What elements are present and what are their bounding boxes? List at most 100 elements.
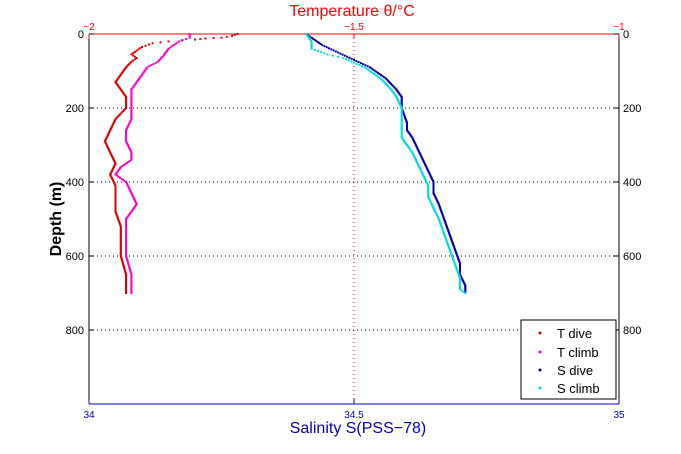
data-point bbox=[113, 119, 116, 122]
data-point bbox=[456, 256, 459, 259]
data-point bbox=[346, 55, 349, 58]
data-point bbox=[108, 130, 111, 133]
data-point bbox=[125, 253, 128, 256]
data-point bbox=[459, 277, 461, 280]
data-point bbox=[110, 175, 113, 178]
data-point bbox=[121, 165, 124, 168]
data-point bbox=[400, 99, 403, 102]
data-point bbox=[125, 226, 128, 229]
data-point bbox=[146, 66, 149, 69]
data-point bbox=[144, 44, 147, 47]
data-point bbox=[114, 206, 117, 209]
data-point bbox=[212, 37, 215, 40]
data-point bbox=[328, 47, 331, 50]
data-point bbox=[459, 284, 461, 287]
data-point bbox=[386, 79, 389, 82]
data-point bbox=[450, 237, 453, 240]
data-point bbox=[113, 183, 116, 186]
data-point bbox=[454, 263, 457, 266]
data-point bbox=[443, 235, 446, 238]
data-point bbox=[125, 234, 128, 237]
data-point bbox=[309, 38, 312, 41]
data-point bbox=[122, 70, 125, 73]
data-point bbox=[395, 88, 398, 91]
data-point bbox=[131, 86, 134, 89]
data-point bbox=[459, 272, 461, 275]
data-point bbox=[132, 52, 135, 55]
data-point bbox=[459, 271, 461, 274]
data-point bbox=[126, 261, 129, 264]
data-point bbox=[105, 136, 108, 139]
data-point bbox=[131, 208, 134, 211]
data-point bbox=[114, 186, 117, 189]
data-point bbox=[427, 195, 430, 198]
data-point bbox=[392, 85, 395, 88]
data-point bbox=[111, 169, 114, 172]
data-point bbox=[121, 71, 124, 74]
data-point bbox=[457, 272, 460, 275]
data-point bbox=[114, 81, 117, 84]
data-point bbox=[387, 80, 390, 83]
data-point bbox=[400, 119, 403, 122]
data-point bbox=[114, 162, 117, 165]
data-point bbox=[310, 41, 313, 44]
data-point bbox=[120, 258, 123, 261]
data-point bbox=[130, 111, 133, 114]
data-point bbox=[409, 149, 412, 152]
data-point bbox=[122, 264, 125, 267]
data-point bbox=[424, 163, 427, 166]
data-point bbox=[122, 263, 125, 266]
data-point bbox=[433, 193, 436, 196]
data-point bbox=[350, 57, 353, 60]
data-point bbox=[107, 132, 110, 135]
data-point bbox=[125, 97, 128, 100]
data-point bbox=[446, 227, 449, 230]
data-point bbox=[130, 284, 133, 287]
data-point bbox=[125, 282, 128, 285]
data-point bbox=[331, 54, 334, 57]
data-point bbox=[381, 79, 384, 82]
data-point bbox=[463, 283, 466, 286]
data-point bbox=[160, 57, 163, 60]
data-point bbox=[119, 237, 122, 240]
data-point bbox=[130, 290, 133, 293]
data-point bbox=[125, 233, 128, 236]
data-point bbox=[439, 206, 442, 209]
data-point bbox=[225, 35, 228, 38]
data-point bbox=[442, 230, 445, 233]
data-point bbox=[432, 187, 435, 190]
data-point bbox=[417, 163, 420, 166]
data-point bbox=[119, 74, 122, 77]
legend-item-t-dive: T dive bbox=[538, 326, 592, 341]
data-point bbox=[126, 258, 129, 261]
data-point bbox=[450, 252, 453, 255]
data-point bbox=[436, 214, 439, 217]
data-point bbox=[130, 95, 133, 98]
data-point bbox=[449, 235, 452, 238]
data-point bbox=[119, 112, 122, 115]
data-point bbox=[403, 113, 406, 116]
data-point bbox=[119, 227, 122, 230]
data-point bbox=[400, 108, 403, 111]
data-point bbox=[125, 220, 128, 223]
data-point bbox=[410, 150, 413, 153]
data-point bbox=[416, 147, 419, 150]
data-point bbox=[122, 69, 125, 72]
data-point bbox=[308, 37, 311, 40]
legend-marker-s-climb bbox=[538, 386, 542, 390]
data-point bbox=[394, 94, 397, 97]
data-point bbox=[109, 174, 112, 177]
data-point bbox=[376, 71, 379, 74]
data-point bbox=[461, 277, 464, 280]
data-point bbox=[231, 34, 234, 37]
data-point bbox=[164, 52, 167, 55]
data-point bbox=[118, 221, 121, 224]
data-point bbox=[121, 90, 124, 93]
data-point bbox=[107, 133, 110, 136]
data-point bbox=[427, 196, 430, 199]
data-point bbox=[334, 50, 337, 53]
data-point bbox=[151, 42, 154, 45]
data-point bbox=[416, 161, 419, 164]
data-point bbox=[400, 95, 403, 98]
data-point bbox=[116, 77, 119, 80]
